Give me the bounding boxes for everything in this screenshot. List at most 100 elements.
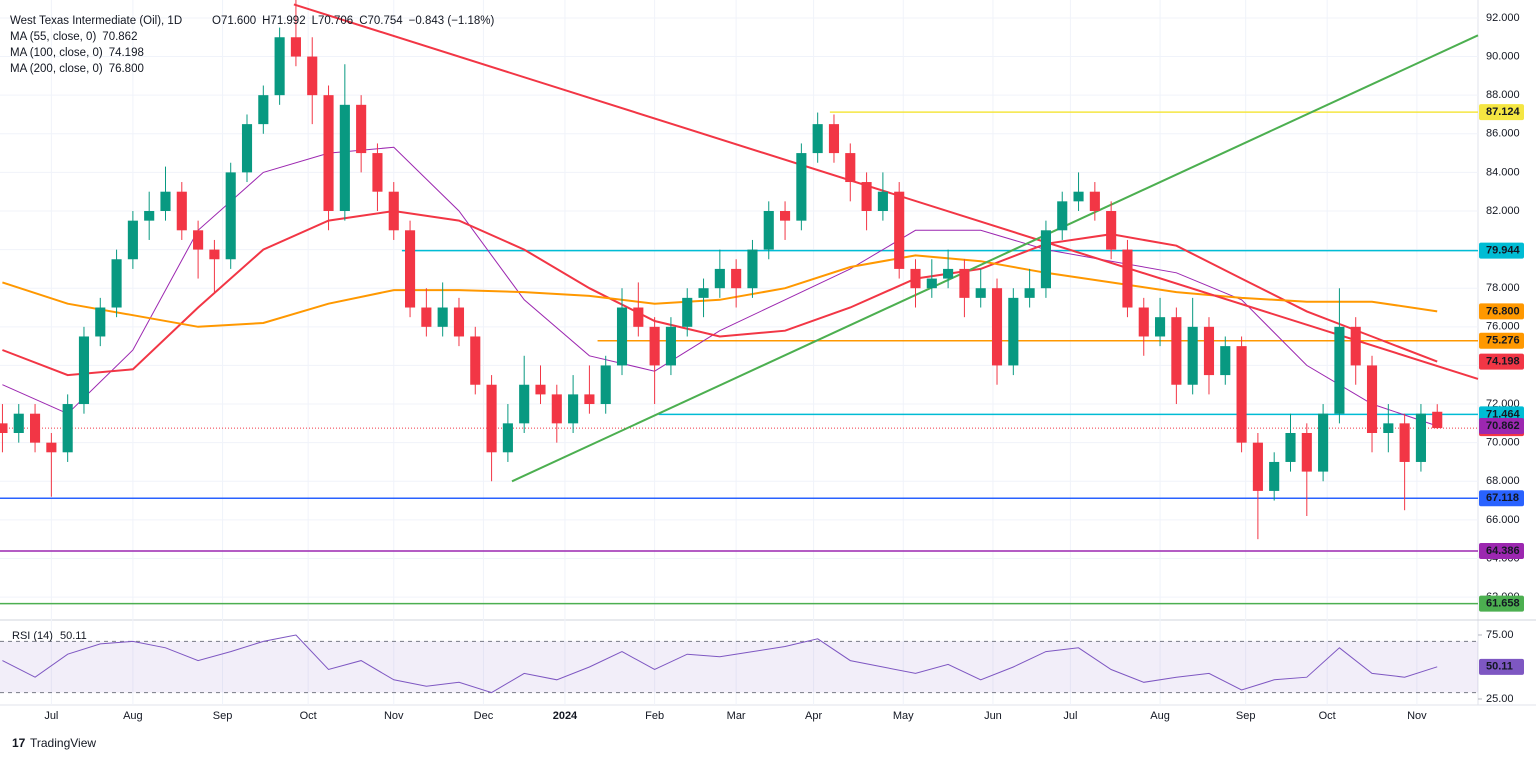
ohlc-value: L70.706: [312, 15, 354, 27]
candle-body: [1432, 411, 1443, 429]
price-badge: [1479, 303, 1524, 320]
x-tick-label: Sep: [1236, 710, 1256, 722]
x-tick-label: Apr: [805, 710, 822, 722]
rsi-tick-label: 75.00: [1486, 629, 1514, 641]
legend-value: 70.862: [102, 31, 137, 43]
candle-body: [1318, 413, 1329, 472]
candle-body: [502, 423, 513, 453]
plot: 62.00064.00066.00068.00070.00072.00074.0…: [0, 0, 1524, 722]
candle-body: [1269, 461, 1280, 491]
candle-body: [127, 220, 138, 260]
candle-body: [1285, 432, 1296, 462]
rsi-tick-label: 25.00: [1486, 693, 1514, 705]
price-badge-label: 61.658: [1486, 598, 1520, 610]
price-badge: [1479, 332, 1524, 349]
legend-label: MA (100, close, 0): [10, 47, 103, 59]
candle-body: [714, 268, 725, 289]
candle-body: [470, 336, 481, 385]
x-tick-label: Oct: [1319, 710, 1336, 722]
moving-average: [2, 254, 1438, 328]
x-tick-label: Aug: [1150, 710, 1170, 722]
candle-body: [30, 413, 41, 443]
moving-average: [2, 146, 1438, 427]
legend-label: MA (55, close, 0): [10, 31, 96, 43]
price-badge-label: 79.944: [1486, 245, 1521, 257]
rsi-band: [0, 641, 1478, 693]
candle-body: [1122, 249, 1133, 308]
candle-body: [111, 259, 122, 308]
candle-body: [926, 278, 937, 289]
candle-body: [209, 249, 220, 260]
brand: TradingView: [30, 736, 96, 750]
price-badge-label: 75.276: [1486, 335, 1520, 347]
price-badge: [1479, 418, 1524, 435]
x-tick-label: Mar: [727, 710, 746, 722]
candle-body: [861, 182, 872, 211]
candle-body: [747, 249, 758, 289]
candle-body: [910, 268, 921, 289]
candle-body: [1301, 432, 1312, 472]
candle-body: [877, 191, 888, 211]
candle-body: [46, 442, 57, 453]
y-tick-label: 68.000: [1486, 475, 1520, 487]
price-badge-label: 71.464: [1486, 408, 1521, 420]
y-tick-label: 70.000: [1486, 437, 1520, 449]
candle-body: [519, 384, 530, 424]
candle-body: [780, 210, 791, 221]
legend-label: MA (200, close, 0): [10, 63, 103, 75]
ohlc-value: H71.992: [262, 15, 305, 27]
candle-body: [633, 307, 644, 327]
candle-body: [421, 307, 432, 327]
candle-body: [62, 404, 73, 453]
candle-body: [176, 191, 187, 231]
x-tick-label: Jun: [984, 710, 1002, 722]
price-badge-label: 74.198: [1486, 356, 1520, 368]
candle-body: [1073, 191, 1084, 202]
candle-body: [1008, 297, 1019, 366]
candle-body: [943, 268, 954, 279]
candle-body: [0, 423, 8, 433]
legend-value: 76.800: [109, 63, 144, 75]
rsi-name: RSI (14): [12, 630, 53, 642]
x-tick-label: Dec: [474, 710, 494, 722]
y-tick-label: 78.000: [1486, 282, 1520, 294]
candle-body: [1171, 317, 1182, 385]
candle-body: [991, 288, 1003, 366]
candle-body: [13, 413, 24, 433]
x-tick-label: Nov: [384, 710, 404, 722]
price-badge: [1479, 242, 1524, 259]
candle-body: [1252, 442, 1263, 491]
price-badge-label: 64.386: [1486, 545, 1520, 557]
candle-body: [568, 394, 579, 424]
price-badge-label: 67.118: [1486, 492, 1519, 504]
candle-body: [1415, 413, 1426, 462]
candle-body: [1383, 423, 1394, 433]
moving-average: [2, 209, 1438, 377]
candle-body: [535, 384, 546, 395]
price-badge-label: 70.862: [1486, 420, 1520, 432]
candle-body: [763, 210, 774, 250]
candle-body: [1089, 191, 1100, 211]
price-badge: [1479, 353, 1524, 370]
candle-body: [828, 124, 840, 154]
x-tick-label: Feb: [645, 710, 664, 722]
candle-body: [665, 326, 676, 366]
candle-body: [274, 37, 285, 96]
x-tick-label: Aug: [123, 710, 143, 722]
candle-body: [796, 153, 807, 221]
candle-body: [682, 297, 693, 327]
candle-body: [845, 153, 856, 183]
candle-body: [731, 268, 742, 289]
candle-body: [1106, 210, 1117, 250]
candle-body: [193, 230, 204, 250]
candle-body: [241, 124, 253, 173]
rsi-value: 50.11: [60, 630, 87, 642]
candle-body: [1040, 230, 1051, 289]
candle-body: [551, 394, 562, 424]
trend-line: [293, 3, 1479, 380]
price-badge: [1479, 595, 1524, 612]
candle-body: [339, 104, 350, 211]
candle-body: [649, 326, 660, 366]
x-tick-label: Sep: [213, 710, 233, 722]
